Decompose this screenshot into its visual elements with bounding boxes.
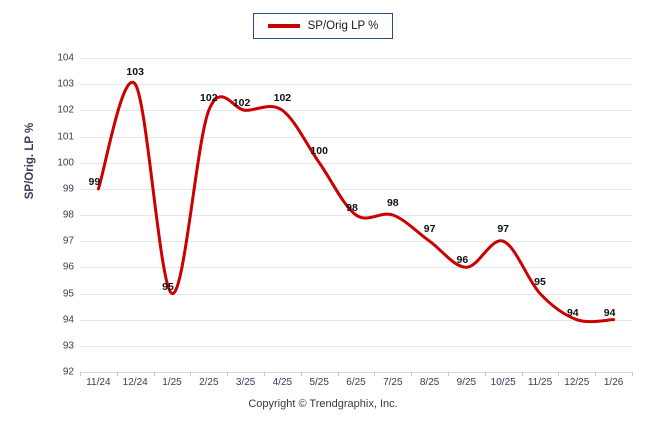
gridline — [80, 84, 632, 86]
x-axis-tick-mark — [411, 372, 413, 376]
x-axis-tick-mark — [227, 372, 229, 376]
data-point-label: 102 — [273, 92, 292, 105]
y-axis-tick-label: 103 — [57, 78, 74, 90]
data-point-label: 98 — [346, 202, 358, 214]
data-point-label: 102 — [232, 97, 251, 110]
x-axis-tick-mark — [632, 372, 633, 376]
gridline — [80, 267, 632, 269]
y-axis-tick-label: 97 — [62, 235, 74, 247]
x-axis-tick-label: 9/25 — [456, 377, 477, 388]
x-axis-tick-label: 3/25 — [235, 377, 256, 388]
y-axis-tick-label: 101 — [57, 131, 74, 142]
gridline — [80, 215, 632, 216]
x-axis-line — [80, 372, 632, 373]
data-point-label: 96 — [456, 254, 469, 267]
x-axis-tick-label: 12/24 — [122, 377, 148, 388]
legend-series-label: SP/Orig LP % — [307, 20, 379, 32]
x-axis-tick-mark — [337, 372, 339, 376]
data-point-label: 99 — [88, 175, 101, 188]
x-axis-tick-mark — [80, 372, 81, 376]
x-axis-tick-label: 8/25 — [419, 377, 440, 388]
x-axis-tick-label: 10/25 — [490, 377, 516, 388]
gridline — [80, 58, 632, 59]
legend-line-swatch — [267, 24, 300, 28]
y-axis-tick-label: 100 — [57, 157, 74, 169]
data-point-label: 97 — [423, 223, 436, 236]
y-axis-tick-label: 104 — [57, 52, 74, 64]
y-axis-title: SP/Orig. LP % — [24, 122, 36, 200]
chart-legend[interactable]: SP/Orig LP % — [253, 13, 393, 39]
gridline — [80, 293, 632, 295]
y-axis-tick-label: 98 — [62, 209, 74, 221]
x-axis-tick-mark — [448, 372, 449, 376]
y-axis-tick-label: 95 — [62, 288, 74, 299]
gridline — [80, 188, 632, 190]
gridline — [80, 136, 632, 138]
data-point-label: 94 — [566, 306, 579, 319]
x-axis-tick-label: 5/25 — [309, 377, 329, 388]
data-point-label: 102 — [200, 92, 218, 105]
x-axis-tick-label: 11/25 — [527, 377, 553, 388]
data-point-label: 94 — [603, 306, 616, 319]
x-axis-tick-label: 1/26 — [603, 377, 624, 388]
x-axis-tick-label: 1/25 — [162, 377, 182, 388]
data-point-label: 97 — [497, 223, 510, 236]
x-axis-tick-mark — [558, 372, 560, 376]
x-axis-tick-mark — [484, 372, 486, 376]
y-axis-tick-label: 93 — [62, 340, 74, 352]
x-axis-tick-label: 12/25 — [564, 377, 590, 388]
gridline — [80, 319, 632, 321]
x-axis-tick-mark — [595, 372, 597, 376]
gridline — [80, 345, 632, 347]
gridline — [80, 110, 632, 112]
y-axis-tick-label: 102 — [57, 104, 74, 116]
y-axis-tick-label: 94 — [62, 314, 74, 326]
copyright-notice: Copyright © Trendgraphix, Inc. — [248, 398, 398, 410]
x-axis-tick-label: 7/25 — [383, 377, 403, 388]
data-point-label: 98 — [386, 197, 399, 209]
x-axis-tick-mark — [300, 372, 302, 376]
data-point-label: 103 — [126, 66, 144, 79]
y-axis-tick-label: 99 — [62, 183, 74, 195]
x-axis-tick-mark — [190, 372, 192, 376]
gridline — [80, 241, 632, 243]
x-axis-tick-label: 6/25 — [346, 377, 366, 388]
data-point-label: 95 — [162, 280, 174, 293]
gridline — [80, 162, 632, 164]
y-axis-tick-label: 92 — [62, 366, 74, 378]
x-axis-tick-label: 2/25 — [199, 377, 219, 388]
data-point-label: 100 — [310, 144, 328, 157]
x-axis-tick-mark — [521, 372, 523, 376]
y-axis-ticks: 104 103 102 101 100 99 98 97 96 95 94 93 92 — [48, 53, 74, 378]
y-axis-tick-label: 96 — [62, 261, 74, 273]
x-axis-tick-mark — [264, 372, 265, 376]
x-axis-tick-mark — [116, 372, 118, 376]
data-point-label: 95 — [534, 275, 546, 288]
plot-area — [80, 58, 632, 373]
x-axis-tick-mark — [153, 372, 155, 376]
x-axis-tick-label: 11/24 — [86, 377, 111, 388]
x-axis-tick-label: 4/25 — [272, 377, 293, 388]
x-axis-tick-mark — [374, 372, 376, 376]
